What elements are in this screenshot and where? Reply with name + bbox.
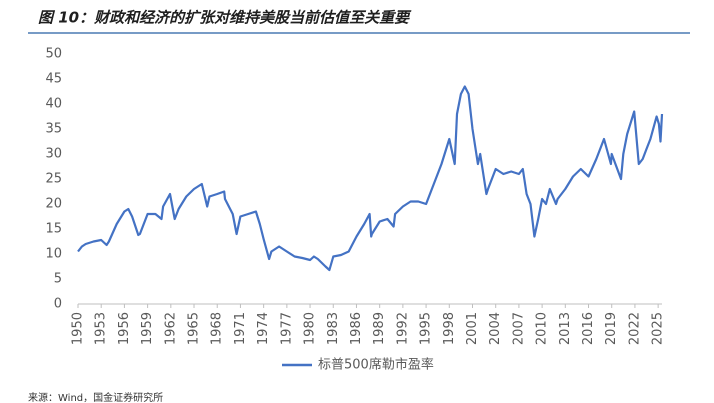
x-tick-label: 1980 [303, 312, 318, 345]
x-tick-label: 1956 [117, 312, 132, 345]
x-tick-label: 2016 [581, 312, 596, 345]
x-tick-label: 2025 [651, 312, 666, 345]
x-tick-label: 2001 [465, 312, 480, 345]
y-tick-label: 10 [45, 247, 62, 262]
y-tick-label: 30 [45, 147, 62, 162]
line-series [77, 85, 664, 272]
y-tick-label: 0 [54, 297, 62, 312]
x-tick-label: 1959 [140, 312, 155, 345]
x-tick-label: 1950 [71, 312, 86, 345]
x-tick-label: 1992 [395, 312, 410, 345]
y-tick-label: 35 [45, 122, 62, 137]
x-tick-label: 1971 [233, 312, 248, 345]
source: 来源：Wind，国金证券研究所 [28, 391, 163, 403]
y-tick-label: 5 [54, 272, 62, 287]
x-tick-label: 1998 [442, 312, 457, 345]
x-tick-label: 2022 [627, 312, 642, 345]
x-tick-label: 1989 [372, 312, 387, 345]
x-tick-label: 2007 [511, 312, 526, 345]
x-tick-label: 1965 [187, 312, 202, 345]
x-tick-label: 1953 [94, 312, 109, 345]
x-tick-label: 1968 [210, 312, 225, 345]
x-tick-label: 1986 [349, 312, 364, 345]
x-tick-label: 2013 [558, 312, 573, 345]
x-tick-label: 2019 [604, 312, 619, 345]
x-tick-label: 1974 [256, 312, 271, 345]
x-tick-label: 1977 [279, 312, 294, 345]
y-tick-label: 40 [45, 97, 62, 112]
y-tick-label: 50 [45, 47, 62, 62]
x-tick-label: 1962 [163, 312, 178, 345]
y-tick-label: 20 [45, 197, 62, 212]
x-tick-label: 1983 [326, 312, 341, 345]
x-tick-label: 1995 [419, 312, 434, 345]
x-tick-label: 2010 [535, 312, 550, 345]
y-tick-label: 25 [45, 172, 62, 187]
legend-label: 标普500席勒市盈率 [318, 357, 434, 373]
x-tick-label: 2004 [488, 312, 503, 345]
chart-title: 图 10：财政和经济的扩张对维持美股当前估值至关重要 [38, 9, 412, 27]
y-tick-label: 45 [45, 72, 62, 87]
y-tick-label: 15 [45, 222, 62, 237]
